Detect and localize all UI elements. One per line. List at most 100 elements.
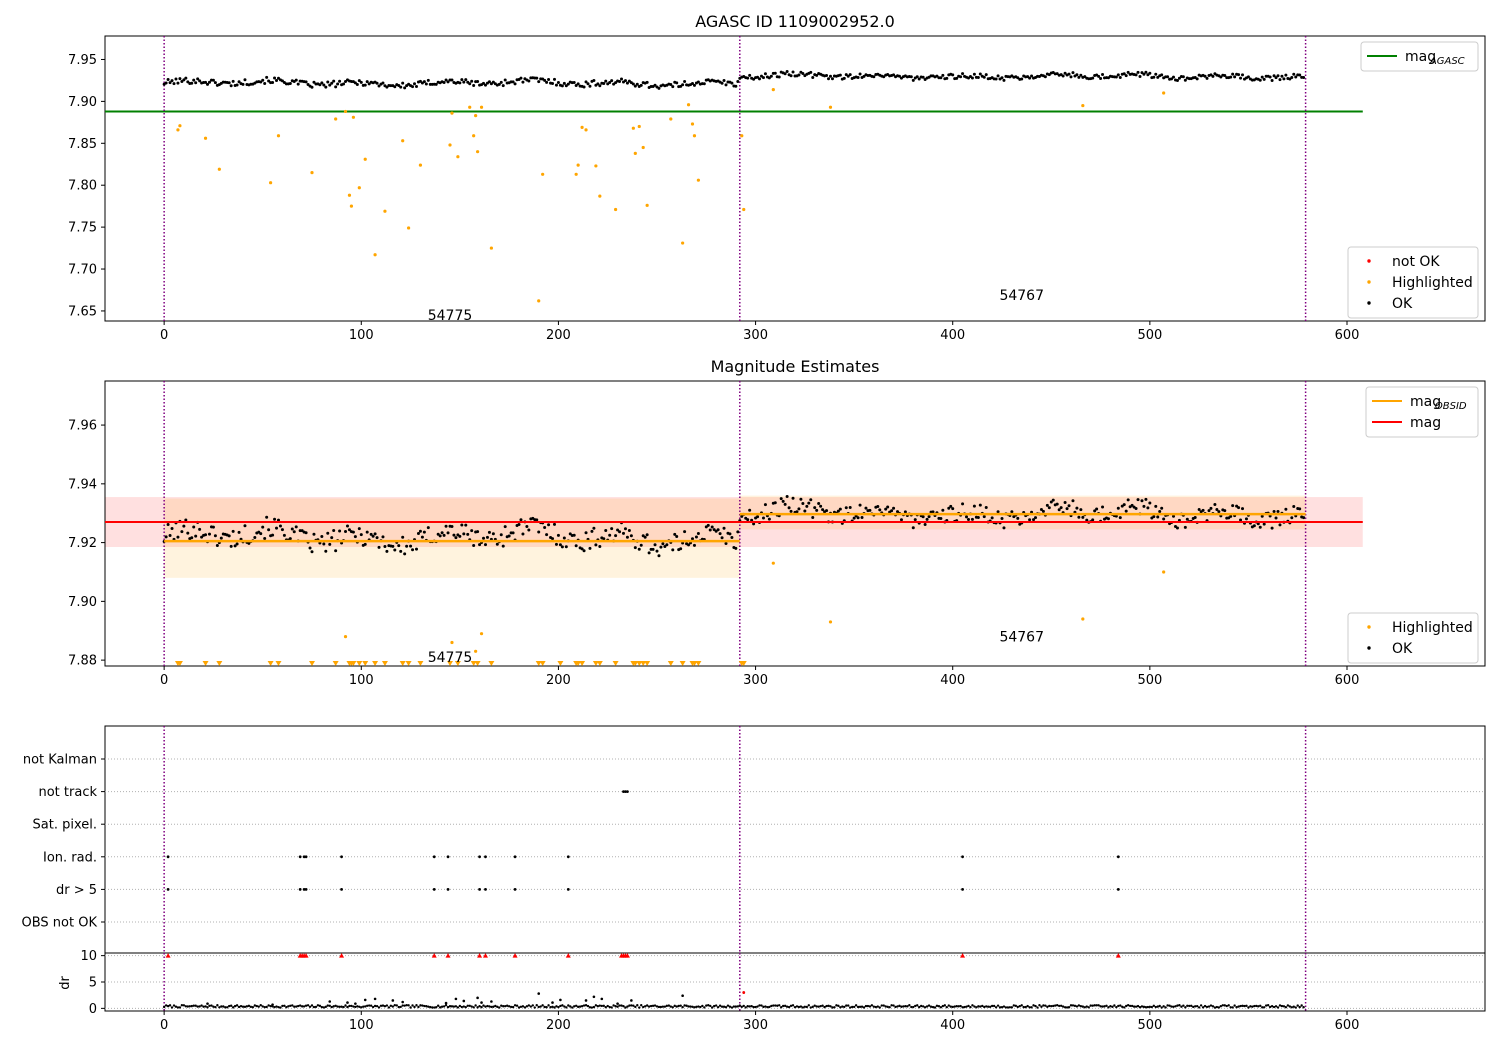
middle-ok-point <box>275 526 279 530</box>
top-ok-point <box>1047 73 1051 77</box>
dr-point <box>573 1005 576 1008</box>
dr-point <box>921 1005 925 1008</box>
middle-lower-legend-dot-swatch <box>1367 625 1371 629</box>
middle-ok-point <box>984 505 988 509</box>
dr-point <box>1209 1004 1213 1007</box>
middle-ok-point <box>1093 509 1097 513</box>
dr-point <box>561 1004 564 1007</box>
dr-point <box>815 1005 818 1008</box>
dr-point <box>1176 1004 1179 1007</box>
dr-point <box>571 1006 574 1009</box>
middle-ok-point <box>422 530 426 534</box>
dr-point <box>908 1004 911 1007</box>
dr-point <box>596 1004 600 1008</box>
top-highlighted-point <box>692 134 697 138</box>
flags-point <box>302 855 306 859</box>
dr-point <box>480 1006 483 1009</box>
top-ok-point <box>882 75 886 79</box>
middle-ok-point <box>253 535 257 539</box>
dr-point <box>586 1004 590 1008</box>
top-ok-point <box>702 82 706 86</box>
dr-point <box>553 1006 556 1009</box>
middle-ok-point <box>913 518 917 522</box>
dr-point <box>849 1006 852 1009</box>
dr-point <box>1192 1005 1195 1009</box>
middle-ok-point <box>1272 510 1276 514</box>
dr-point <box>746 1005 749 1008</box>
dr-point <box>827 1004 830 1008</box>
middle-ok-point <box>357 527 361 531</box>
top-highlighted-point <box>178 124 182 128</box>
dr-point <box>1243 1004 1246 1008</box>
dr-point <box>870 1004 874 1007</box>
dr-point <box>1259 1004 1262 1007</box>
dr-point <box>549 1006 552 1009</box>
middle-ok-point <box>383 545 387 549</box>
top-ok-point <box>519 76 523 80</box>
dr-point <box>748 1005 751 1008</box>
dr-point <box>610 1006 613 1009</box>
top-ok-point <box>1097 74 1101 78</box>
dr-point <box>190 1004 193 1008</box>
dr-point <box>1278 1004 1282 1007</box>
dr-point <box>1253 1004 1256 1008</box>
top-lower-legend-label: OK <box>1392 296 1413 312</box>
top-highlighted-point <box>347 193 352 197</box>
middle-ok-point <box>687 543 691 547</box>
middle-ok-point <box>582 549 586 553</box>
dr-point <box>1095 1004 1098 1007</box>
top-ok-point <box>797 73 801 77</box>
top-ok-point <box>1043 75 1047 79</box>
dr-point <box>1087 1006 1090 1009</box>
dr-point <box>1207 1005 1211 1008</box>
middle-ok-point <box>1034 516 1038 520</box>
top-obsid-label: 54767 <box>999 288 1044 304</box>
top-ok-point <box>442 81 446 85</box>
top-ok-point <box>385 85 389 89</box>
dr-point <box>817 1005 820 1008</box>
middle-ok-point <box>801 501 805 505</box>
dr-point <box>912 1005 915 1009</box>
dr-point <box>866 1004 870 1008</box>
dr-point <box>186 1005 189 1008</box>
middle-ok-point <box>399 549 403 553</box>
top-y-tick-label: 7.85 <box>68 137 97 152</box>
middle-x-tick-label: 400 <box>940 673 965 688</box>
top-ok-point <box>842 76 846 80</box>
dr-point <box>1002 1005 1006 1008</box>
middle-ok-point <box>756 515 760 519</box>
top-ok-point <box>190 81 194 85</box>
dr-point <box>669 1005 672 1008</box>
dr-point <box>663 1005 667 1008</box>
dr-point <box>1048 1004 1051 1008</box>
dr-point <box>472 1006 475 1009</box>
dr-point <box>1142 1005 1146 1009</box>
top-ok-point <box>620 77 624 81</box>
middle-ok-point <box>659 545 663 549</box>
dr-point <box>592 995 596 999</box>
middle-below-range-marker <box>679 661 686 666</box>
dr-point <box>588 1006 592 1009</box>
dr-point <box>1249 1005 1252 1008</box>
dr-point <box>709 1004 712 1008</box>
dr-x-tick-label: 500 <box>1137 1018 1162 1033</box>
middle-ok-point <box>265 515 269 519</box>
middle-ok-point <box>598 545 602 549</box>
top-ok-point <box>1148 71 1152 75</box>
middle-ok-point <box>1000 516 1004 520</box>
top-ok-point <box>951 73 955 77</box>
dr-point <box>419 1004 422 1007</box>
top-highlighted-point <box>740 134 744 138</box>
top-chart-title: AGASC ID 1109002952.0 <box>695 12 895 31</box>
top-highlighted-point <box>363 157 367 161</box>
dr-point <box>1182 1004 1185 1007</box>
top-ok-point <box>736 80 740 84</box>
dr-point <box>789 1004 793 1008</box>
dr-point <box>259 1004 262 1007</box>
top-ok-point <box>503 78 507 82</box>
middle-ok-point <box>320 534 324 538</box>
dr-point <box>371 1005 375 1009</box>
dr-point <box>661 1005 665 1008</box>
dr-point <box>987 1005 990 1008</box>
dr-point <box>1168 1004 1171 1007</box>
